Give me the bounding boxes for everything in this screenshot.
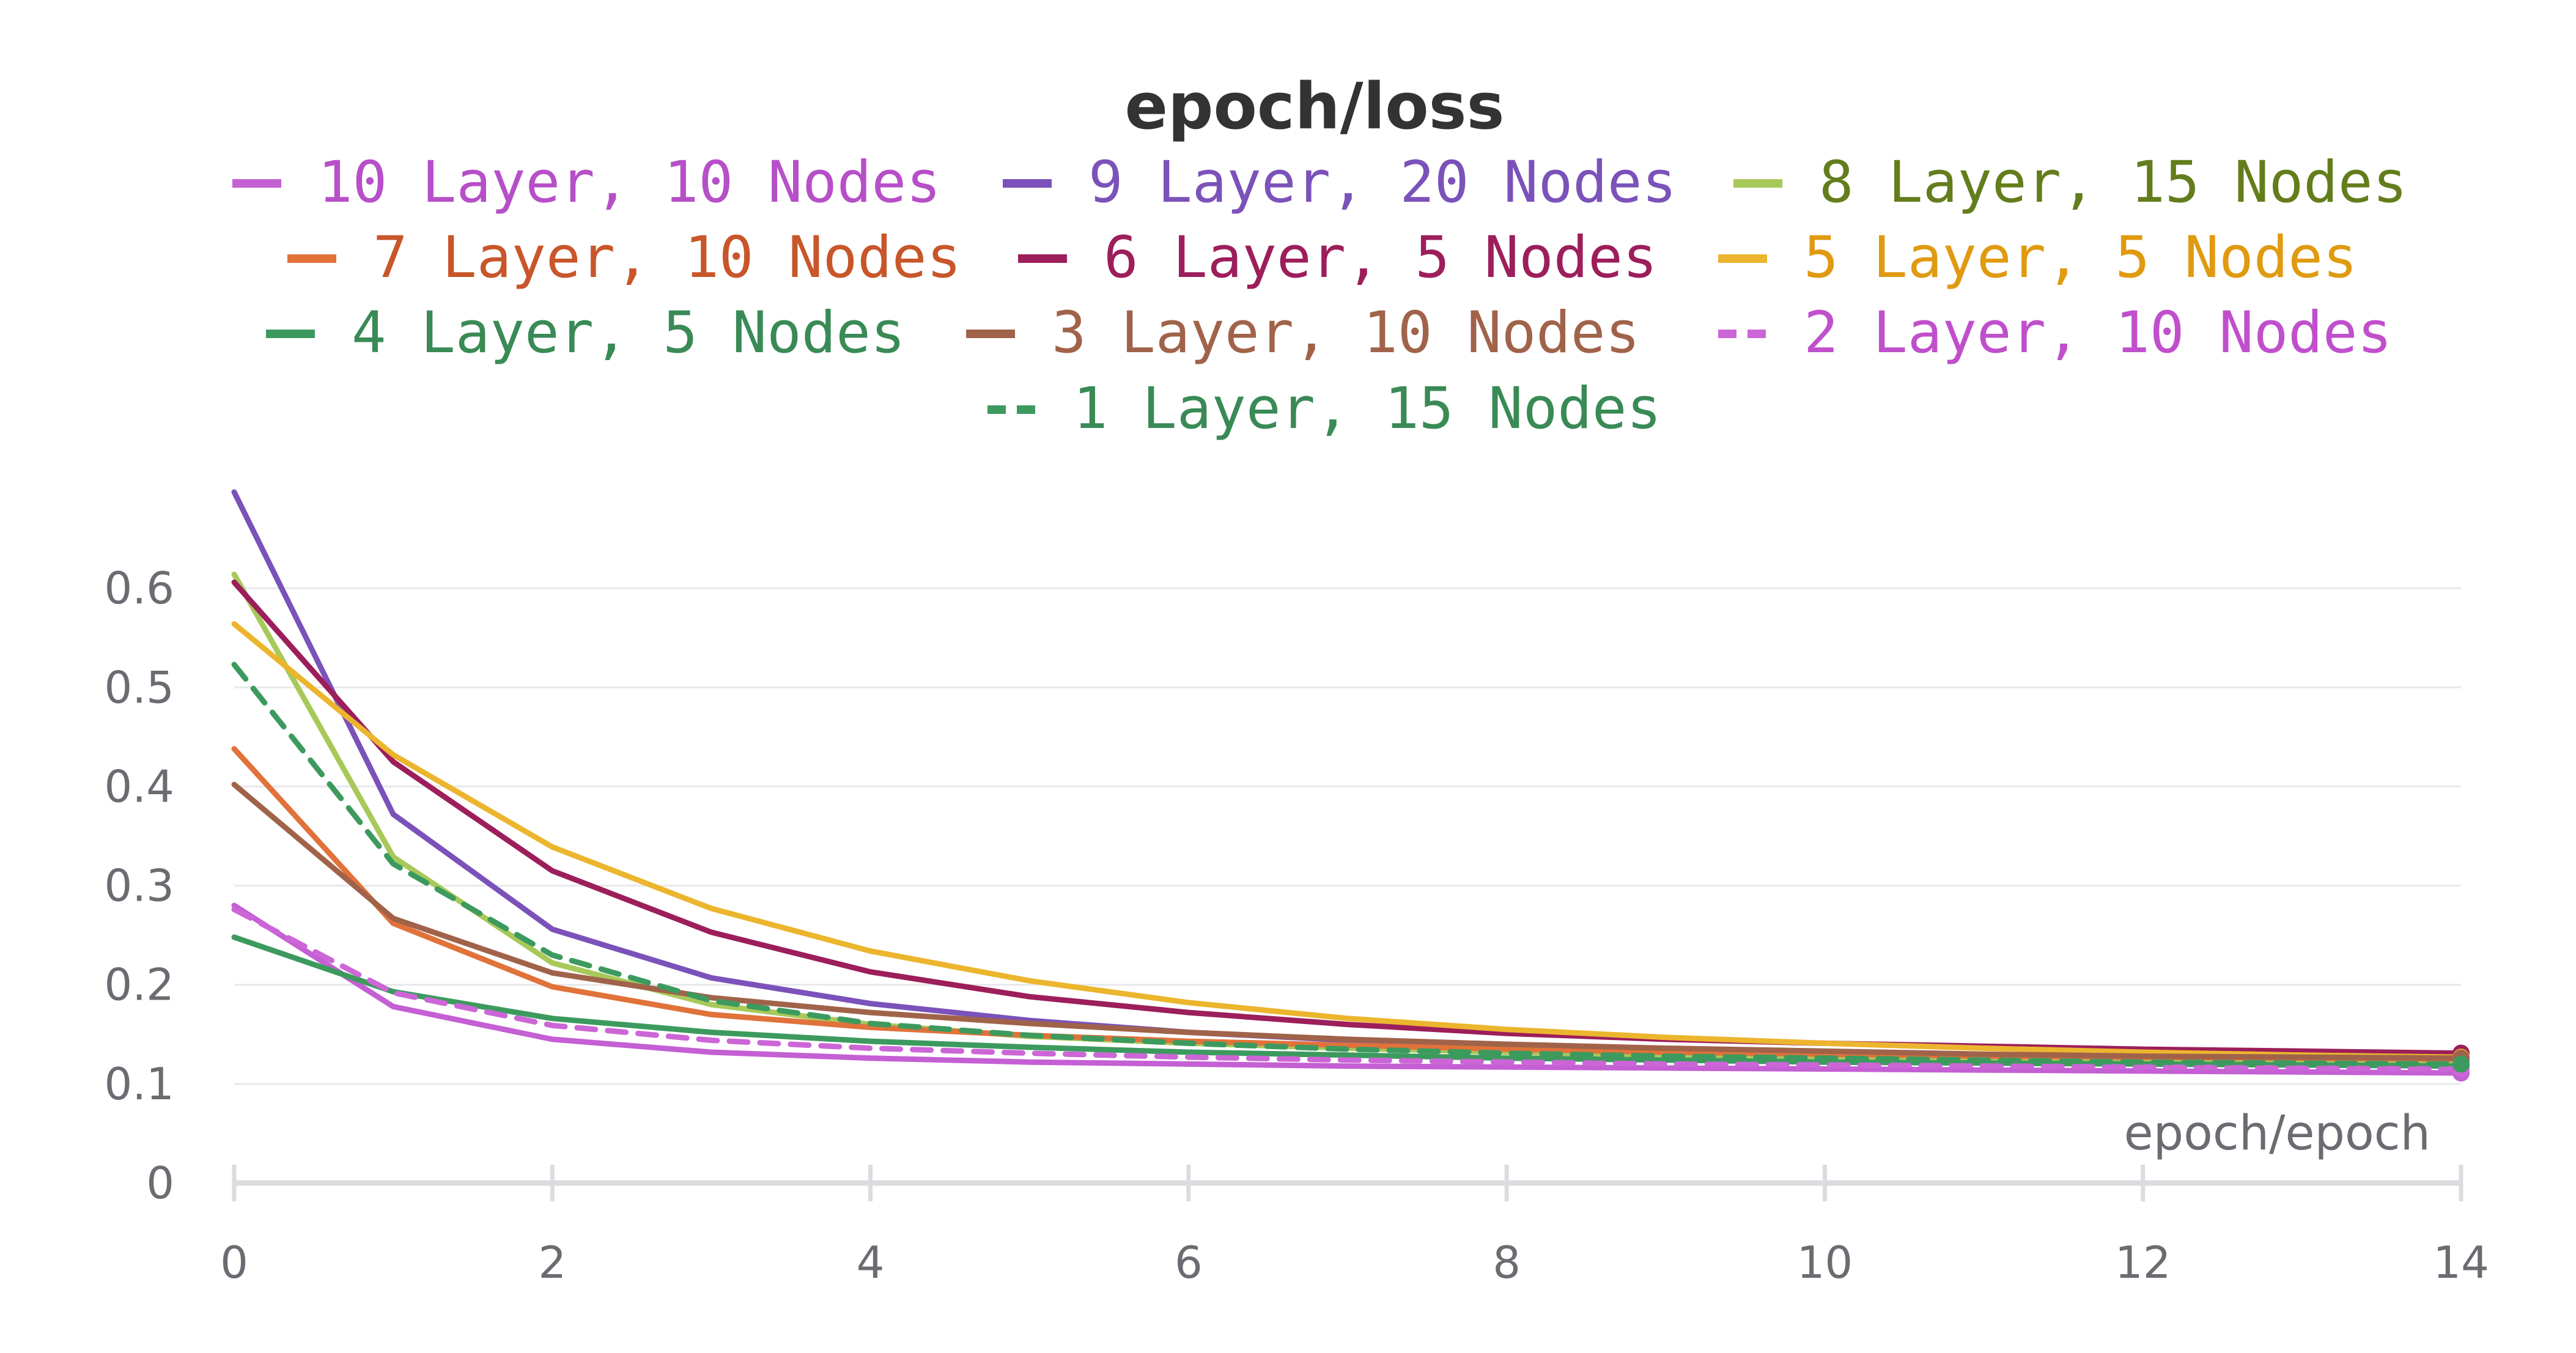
legend-label: 3 Layer, 10 Nodes — [1052, 300, 1640, 366]
series-end-point — [2452, 1055, 2470, 1073]
x-tick-label: 14 — [2433, 1237, 2489, 1288]
series-line — [231, 621, 2464, 1060]
y-tick-label: 0.3 — [104, 860, 174, 912]
legend-label: 1 Layer, 15 Nodes — [1073, 375, 1661, 442]
chart-title: epoch/loss — [1124, 69, 1504, 144]
x-axis: 0 2 4 6 8 10 12 14 — [220, 1165, 2489, 1288]
series-line — [231, 781, 2464, 1061]
legend-item: 1 Layer, 15 Nodes — [987, 375, 1661, 442]
legend-item: 9 Layer, 20 Nodes — [1003, 149, 1677, 216]
grid — [234, 587, 2461, 1085]
legend-item: 2 Layer, 10 Nodes — [1718, 300, 2392, 366]
x-tick-label: 8 — [1493, 1237, 1521, 1288]
series-line — [231, 579, 2464, 1056]
series-line — [231, 907, 2464, 1072]
series-line — [231, 934, 2464, 1069]
y-axis: 0 0.1 0.2 0.3 0.4 0.5 0.6 — [104, 562, 174, 1209]
series-line — [231, 662, 2464, 1067]
x-tick-label: 4 — [857, 1237, 885, 1288]
legend-item: 8 Layer, 15 Nodes — [1733, 149, 2407, 216]
series-line — [231, 746, 2464, 1062]
x-tick-label: 0 — [220, 1237, 248, 1288]
legend-label: 6 Layer, 5 Nodes — [1104, 224, 1657, 291]
y-tick-label: 0.5 — [104, 662, 174, 713]
legend-item: 7 Layer, 10 Nodes — [287, 224, 961, 291]
series-line — [231, 902, 2464, 1076]
legend-item: 6 Layer, 5 Nodes — [1018, 224, 1657, 291]
y-tick-label: 0.4 — [104, 761, 174, 812]
y-tick-label: 0 — [146, 1157, 174, 1209]
legend-item: 10 Layer, 10 Nodes — [232, 149, 941, 216]
x-tick-label: 10 — [1797, 1237, 1853, 1288]
legend-item: 4 Layer, 5 Nodes — [266, 300, 905, 366]
end-markers — [2452, 1044, 2470, 1082]
legend-label: 10 Layer, 10 Nodes — [318, 149, 941, 216]
legend-label: 5 Layer, 5 Nodes — [1804, 224, 2357, 291]
y-tick-label: 0.6 — [104, 562, 174, 614]
legend-label: 9 Layer, 20 Nodes — [1088, 149, 1677, 216]
x-tick-label: 12 — [2115, 1237, 2171, 1288]
legend-label: 2 Layer, 10 Nodes — [1804, 300, 2392, 366]
legend-item: 5 Layer, 5 Nodes — [1718, 224, 2357, 291]
y-tick-label: 0.1 — [104, 1058, 174, 1110]
legend-label: 7 Layer, 10 Nodes — [373, 224, 961, 291]
x-axis-title: epoch/epoch — [2124, 1106, 2430, 1161]
series-lines — [231, 489, 2464, 1076]
y-tick-label: 0.2 — [104, 959, 174, 1011]
x-tick-label: 6 — [1175, 1237, 1203, 1288]
legend-label: 8 Layer, 15 Nodes — [1819, 149, 2407, 216]
legend-item: 3 Layer, 10 Nodes — [966, 300, 1640, 366]
legend: 10 Layer, 10 Nodes 9 Layer, 20 Nodes 8 Lay… — [232, 149, 2407, 442]
x-tick-label: 2 — [538, 1237, 566, 1288]
legend-label: 4 Layer, 5 Nodes — [352, 300, 905, 366]
